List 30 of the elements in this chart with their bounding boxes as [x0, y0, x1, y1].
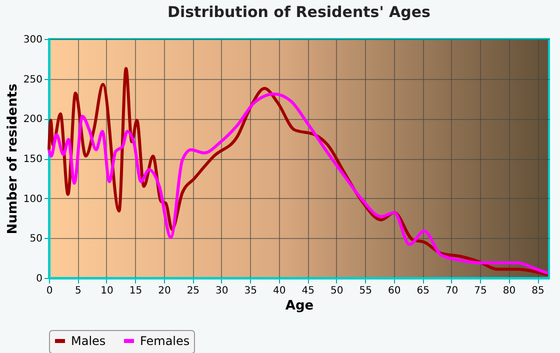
x-tick-label: 75	[474, 286, 487, 296]
y-tick-label: 200	[23, 114, 42, 126]
y-tick-label: 0	[36, 274, 42, 284]
x-tick-label: 65	[416, 286, 430, 296]
y-tick-label: 100	[23, 194, 42, 205]
y-tick-label: 150	[23, 154, 42, 165]
x-tick-label: 20	[158, 286, 171, 296]
legend-label: Females	[140, 334, 190, 348]
x-tick-label: 55	[359, 286, 372, 296]
y-tick-label: 250	[23, 74, 42, 86]
x-tick-label: 70	[445, 286, 458, 296]
x-tick-label: 80	[502, 286, 516, 296]
y-tick-label: 300	[23, 34, 42, 46]
x-tick-label: 50	[330, 286, 344, 296]
chart-title: Distribution of Residents' Ages	[168, 3, 431, 21]
y-tick-label: 50	[30, 234, 42, 245]
legend-label: Males	[71, 334, 106, 348]
x-tick-label: 5	[75, 286, 82, 296]
x-tick-label: 35	[244, 286, 258, 296]
y-axis-title: Number of residents	[5, 83, 20, 234]
x-tick-label: 85	[532, 286, 544, 296]
x-tick-label: 15	[129, 286, 142, 296]
x-tick-label: 40	[273, 286, 286, 296]
x-tick-label: 60	[388, 286, 401, 296]
x-tick-label: 25	[186, 286, 200, 296]
x-tick-label: 45	[302, 286, 314, 296]
x-tick-label: 30	[216, 286, 228, 296]
x-tick-label: 0	[46, 286, 53, 296]
x-tick-label: 10	[100, 286, 114, 296]
x-axis-title: Age	[285, 298, 314, 314]
